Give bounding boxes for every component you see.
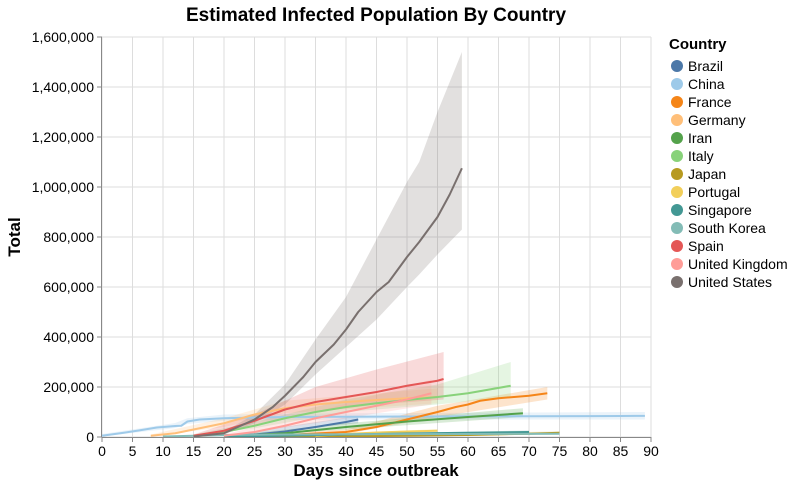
legend-symbol-brazil <box>671 60 683 72</box>
legend-label-united-kingdom: United Kingdom <box>688 256 788 272</box>
x-tick-label: 0 <box>98 443 106 459</box>
legend-label-italy: Italy <box>688 148 714 164</box>
legend-symbol-portugal <box>671 186 683 198</box>
y-tick-label: 600,000 <box>43 279 94 295</box>
x-tick-label: 85 <box>613 443 629 459</box>
band-united-kingdom <box>224 379 432 437</box>
x-tick-label: 75 <box>552 443 568 459</box>
axes: 0 5 10 15 20 25 30 35 40 45 50 55 60 65 70 75 80 85 90 0 200… <box>32 29 659 459</box>
legend-symbol-singapore <box>671 204 683 216</box>
y-tick-label: 400,000 <box>43 329 94 345</box>
x-tick-label: 20 <box>216 443 232 459</box>
x-tick-label: 45 <box>369 443 385 459</box>
x-axis-title: Days since outbreak <box>293 461 459 480</box>
legend-symbol-spain <box>671 240 683 252</box>
line-united-states <box>193 167 463 438</box>
x-tick-label: 30 <box>277 443 293 459</box>
y-tick-label: 1,600,000 <box>32 29 94 45</box>
line-germany <box>150 396 438 437</box>
x-tick-label: 10 <box>155 443 171 459</box>
legend-label-portugal: Portugal <box>688 184 740 200</box>
legend-label-france: France <box>688 94 732 110</box>
x-tick-label: 5 <box>129 443 137 459</box>
confidence-bands <box>102 52 645 437</box>
legend: Country Brazil China France Germany Iran Ital… <box>669 36 788 290</box>
legend-title: Country <box>669 36 727 53</box>
legend-label-japan: Japan <box>688 166 726 182</box>
line-france <box>223 392 548 438</box>
x-tick-label: 70 <box>521 443 537 459</box>
legend-symbol-south-korea <box>671 222 683 234</box>
band-united-states <box>193 52 462 437</box>
y-tick-label: 1,200,000 <box>32 129 94 145</box>
y-tick-label: 200,000 <box>43 379 94 395</box>
legend-label-spain: Spain <box>688 238 724 254</box>
legend-label-iran: Iran <box>688 130 712 146</box>
y-tick-label: 800,000 <box>43 229 94 245</box>
legend-symbol-united-states <box>671 276 683 288</box>
legend-symbol-germany <box>671 114 683 126</box>
y-tick-label: 1,000,000 <box>32 179 94 195</box>
legend-symbol-china <box>671 78 683 90</box>
chart-title: Estimated Infected Population By Country <box>186 5 566 26</box>
legend-label-germany: Germany <box>688 112 746 128</box>
x-tick-label: 60 <box>460 443 476 459</box>
x-tick-label: 50 <box>399 443 415 459</box>
gridlines <box>101 36 652 438</box>
x-tick-label: 90 <box>643 443 659 459</box>
x-tick-label: 55 <box>430 443 446 459</box>
legend-symbol-japan <box>671 168 683 180</box>
legend-label-brazil: Brazil <box>688 58 723 74</box>
line-united-kingdom <box>223 392 432 437</box>
x-tick-label: 25 <box>247 443 263 459</box>
y-axis-title: Total <box>5 217 24 256</box>
x-tick-label: 80 <box>582 443 598 459</box>
line-italy <box>193 384 511 437</box>
legend-symbol-united-kingdom <box>671 258 683 270</box>
legend-label-singapore: Singapore <box>688 202 752 218</box>
legend-label-south-korea: South Korea <box>688 220 766 236</box>
legend-symbol-france <box>671 96 683 108</box>
x-tick-label: 35 <box>308 443 324 459</box>
legend-label-united-states: United States <box>688 274 772 290</box>
x-tick-label: 15 <box>186 443 202 459</box>
legend-symbol-italy <box>671 150 683 162</box>
legend-symbol-iran <box>671 132 683 144</box>
x-tick-label: 40 <box>338 443 354 459</box>
series-lines <box>101 167 645 438</box>
y-tick-label: 0 <box>86 429 94 445</box>
legend-label-china: China <box>688 76 725 92</box>
x-tick-label: 65 <box>491 443 507 459</box>
y-tick-label: 1,400,000 <box>32 79 94 95</box>
